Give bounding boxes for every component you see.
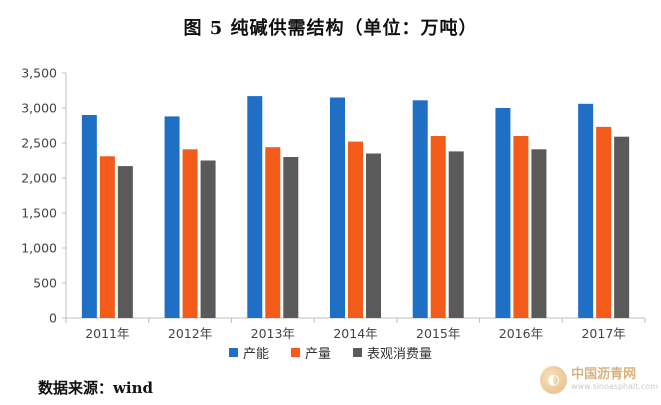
watermark-url: www.sinoasphalt.com xyxy=(571,381,658,391)
y-tick-label: 0 xyxy=(49,311,57,326)
bar-表观消费量-2014年 xyxy=(366,153,381,318)
watermark-text: 中国沥青网 xyxy=(571,367,637,383)
bar-表观消费量-2016年 xyxy=(531,149,547,318)
watermark-logo-icon: ◐ xyxy=(540,366,568,394)
bar-产量-2012年 xyxy=(182,149,198,318)
legend-item-output: 产量 xyxy=(290,343,331,362)
y-tick-label: 1,000 xyxy=(21,241,57,256)
bar-产能-2012年 xyxy=(164,116,180,319)
bar-产能-2017年 xyxy=(578,103,594,318)
bar-产量-2015年 xyxy=(430,136,446,318)
x-tick-label: 2014年 xyxy=(333,326,377,341)
x-tick-label: 2016年 xyxy=(499,326,543,341)
bar-产能-2011年 xyxy=(81,115,97,318)
bar-产能-2016年 xyxy=(495,108,511,318)
y-tick-label: 3,500 xyxy=(21,66,57,81)
y-tick-label: 500 xyxy=(33,276,57,291)
bar-产能-2014年 xyxy=(330,97,345,318)
x-tick-label: 2012年 xyxy=(168,326,212,341)
legend-swatch-output xyxy=(290,348,300,357)
x-tick-label: 2017年 xyxy=(581,326,625,341)
x-tick-label: 2013年 xyxy=(251,326,295,341)
bar-产量-2016年 xyxy=(513,136,529,318)
y-tick-label: 3,000 xyxy=(21,101,57,116)
legend-swatch-consumption xyxy=(353,348,362,357)
bar-表观消费量-2015年 xyxy=(448,151,464,318)
legend-item-capacity: 产能 xyxy=(228,343,269,362)
bar-产量-2011年 xyxy=(99,156,115,318)
x-tick-label: 2015年 xyxy=(416,326,460,341)
bar-产能-2013年 xyxy=(247,96,263,318)
x-tick-label: 2011年 xyxy=(85,326,129,341)
y-tick-label: 2,500 xyxy=(21,136,57,151)
bar-表观消费量-2011年 xyxy=(117,166,133,318)
bar-产量-2014年 xyxy=(348,141,363,318)
chart-title: 图 5 纯碱供需结构（单位：万吨） xyxy=(183,18,478,39)
legend-label-consumption: 表观消费量 xyxy=(367,347,433,362)
bar-表观消费量-2017年 xyxy=(614,136,630,318)
legend: 产能 产量 表观消费量 xyxy=(0,343,661,362)
legend-swatch-capacity xyxy=(228,348,238,357)
bar-表观消费量-2012年 xyxy=(200,160,216,318)
data-source-note: 数据来源：wind xyxy=(38,379,154,397)
watermark: ◐ 中国沥青网 www.sinoasphalt.com xyxy=(540,360,658,400)
legend-label-output: 产量 xyxy=(304,347,331,362)
legend-item-consumption: 表观消费量 xyxy=(353,343,432,362)
y-tick-label: 2,000 xyxy=(21,171,57,186)
y-tick-label: 1,500 xyxy=(21,206,57,221)
bar-表观消费量-2013年 xyxy=(283,157,299,318)
bar-产量-2017年 xyxy=(596,126,612,319)
legend-label-capacity: 产能 xyxy=(242,347,269,362)
bar-产能-2015年 xyxy=(412,100,428,318)
bar-产量-2013年 xyxy=(265,147,281,318)
